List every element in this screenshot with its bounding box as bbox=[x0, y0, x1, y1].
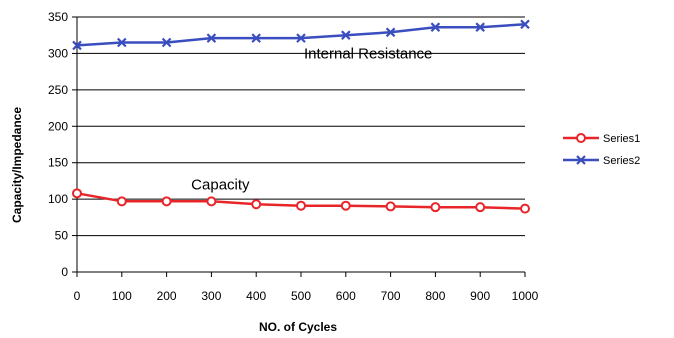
data-point bbox=[296, 33, 306, 43]
data-point bbox=[475, 22, 485, 32]
y-tick-label: 50 bbox=[55, 229, 69, 243]
data-point bbox=[117, 37, 127, 48]
x-tick-label: 500 bbox=[291, 289, 311, 303]
x-tick-label: 1000 bbox=[512, 289, 539, 303]
y-tick-label: 150 bbox=[48, 156, 68, 170]
data-point bbox=[430, 202, 441, 213]
x-tick-label: 800 bbox=[425, 289, 445, 303]
data-point bbox=[116, 196, 127, 207]
data-point bbox=[206, 196, 217, 207]
y-tick-label: 200 bbox=[48, 119, 68, 133]
annotations: Internal Resistance Capacity bbox=[191, 45, 432, 193]
y-tick-label: 350 bbox=[48, 10, 68, 24]
data-point bbox=[430, 22, 441, 32]
legend: Series1 Series2 bbox=[563, 133, 640, 167]
annotation-1: Internal Resistance bbox=[304, 45, 432, 62]
data-point bbox=[341, 30, 351, 40]
y-tick-labels: 0 50 100 150 200 250 300 350 bbox=[48, 10, 68, 279]
data-point bbox=[251, 33, 261, 43]
x-tick-label: 300 bbox=[201, 289, 221, 303]
x-tick-label: 600 bbox=[336, 289, 356, 303]
axes bbox=[72, 16, 526, 277]
y-tick-label: 0 bbox=[61, 265, 68, 279]
data-point bbox=[520, 19, 530, 30]
y-tick-label: 250 bbox=[48, 83, 68, 97]
data-point bbox=[72, 40, 82, 51]
x-tick-label: 100 bbox=[112, 289, 132, 303]
annotation-2: Capacity bbox=[191, 177, 250, 194]
x-tick-label: 700 bbox=[381, 289, 401, 303]
data-point bbox=[206, 33, 217, 43]
legend-marker bbox=[576, 133, 586, 143]
data-point bbox=[161, 37, 172, 48]
x-tick-label: 900 bbox=[470, 289, 490, 303]
x-tick-labels: 0 100 200 300 400 500 600 700 800 900 1000 bbox=[74, 289, 539, 303]
x-tick-label: 400 bbox=[246, 289, 266, 303]
data-point bbox=[520, 203, 530, 214]
series-lines bbox=[72, 19, 530, 214]
legend-label: Series1 bbox=[603, 133, 640, 145]
data-point bbox=[385, 27, 396, 38]
x-tick-label: 0 bbox=[74, 289, 81, 303]
legend-label: Series2 bbox=[603, 155, 640, 167]
data-point bbox=[251, 199, 262, 210]
data-point bbox=[296, 200, 306, 211]
y-tick-label: 100 bbox=[48, 192, 68, 206]
data-point bbox=[475, 202, 486, 213]
legend-marker bbox=[576, 155, 586, 165]
data-point bbox=[161, 196, 172, 207]
gridlines bbox=[77, 16, 525, 237]
series-line-2 bbox=[76, 23, 526, 47]
y-axis-title: Capacity/Impedance bbox=[10, 107, 24, 223]
data-point bbox=[72, 188, 82, 199]
x-tick-label: 200 bbox=[157, 289, 177, 303]
y-tick-label: 300 bbox=[48, 46, 68, 60]
data-point bbox=[340, 200, 351, 211]
x-axis-title: NO. of Cycles bbox=[259, 320, 337, 334]
data-point bbox=[385, 201, 396, 212]
